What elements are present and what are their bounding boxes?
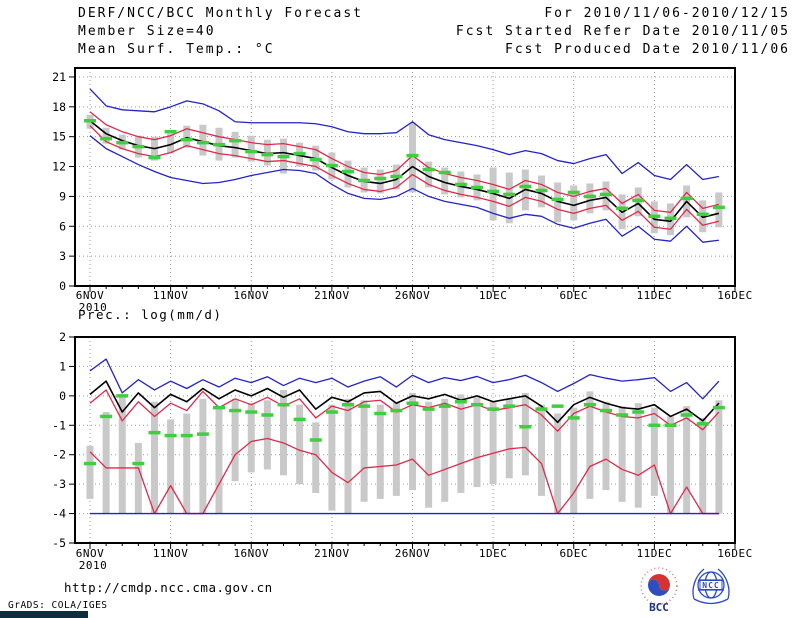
forecast-range-label: For 2010/11/06-2010/12/15 [544, 6, 790, 21]
series-ensemble-max [89, 358, 720, 400]
svg-text:6: 6 [59, 219, 66, 233]
plot-frame [74, 67, 736, 287]
ncc-logo-text: NCC [702, 581, 719, 590]
series-lower-quartile [89, 125, 720, 230]
series-ensemble-mean [89, 380, 720, 424]
svg-text:11DEC: 11DEC [637, 289, 673, 302]
bottom-panel-variable-label: Prec.: log(mm/d) [78, 307, 223, 322]
svg-text:11NOV: 11NOV [153, 289, 189, 302]
bcc-logo-red-swirl [648, 574, 670, 591]
svg-text:1DEC: 1DEC [479, 289, 508, 302]
svg-text:16NOV: 16NOV [233, 547, 269, 560]
series-ensemble-mean [89, 120, 720, 223]
svg-text:16NOV: 16NOV [233, 289, 269, 302]
gridlines [75, 68, 735, 286]
plot-title: DERF/NCC/BCC Monthly Forecast [78, 6, 363, 21]
fcst-start-date-label: Fcst Started Refer Date 2010/11/05 [455, 24, 790, 39]
series-ensemble-min [89, 135, 719, 243]
svg-text:-4: -4 [52, 507, 66, 521]
spread-bars [86, 389, 723, 514]
svg-text:-1: -1 [52, 418, 66, 432]
svg-text:11DEC: 11DEC [637, 547, 673, 560]
svg-text:15: 15 [52, 130, 66, 144]
member-size-label: Member Size=40 [78, 24, 216, 39]
x-tick-labels: 6NOV 11NOV 16NOV 21NOV 26NOV 1DEC 6DEC 11DEC 16D… [76, 547, 753, 572]
bcc-logo-blue-swirl [648, 579, 670, 596]
svg-text:6DEC: 6DEC [560, 547, 589, 560]
series-upper-quartile [89, 389, 720, 432]
svg-text:-5: -5 [52, 536, 66, 550]
svg-text:0: 0 [59, 389, 66, 403]
svg-text:-3: -3 [52, 477, 66, 491]
bcc-logo-text: BCC [649, 601, 669, 614]
top-panel-variable-label: Mean Surf. Temp.: °C [78, 42, 275, 57]
y-tick-labels: 0 3 6 9 12 15 18 21 [52, 70, 66, 293]
axis-ticks [69, 336, 736, 549]
x-axis-year: 2010 [79, 301, 108, 314]
ncc-logo-laurel-right [717, 568, 730, 600]
svg-text:9: 9 [59, 189, 66, 203]
svg-text:26NOV: 26NOV [395, 289, 431, 302]
series-ensemble-max [89, 88, 719, 181]
svg-text:21NOV: 21NOV [314, 547, 350, 560]
svg-text:6NOV: 6NOV [76, 547, 105, 560]
svg-text:12: 12 [52, 160, 66, 174]
window-fragment [0, 611, 88, 618]
svg-text:11NOV: 11NOV [153, 547, 189, 560]
svg-text:21NOV: 21NOV [314, 289, 350, 302]
grads-credit: GrADS: COLA/IGES [8, 600, 108, 611]
axis-ticks [69, 76, 736, 292]
plot-frame [74, 336, 736, 544]
svg-text:0: 0 [59, 279, 66, 293]
website-url: http://cmdp.ncc.cma.gov.cn [64, 580, 273, 595]
svg-text:2: 2 [59, 330, 66, 344]
svg-text:-2: -2 [52, 448, 66, 462]
svg-text:3: 3 [59, 249, 66, 263]
ncc-logo: NCC [692, 568, 730, 605]
bcc-logo-ring [640, 567, 678, 605]
svg-text:21: 21 [52, 70, 66, 84]
svg-text:18: 18 [52, 100, 66, 114]
bcc-logo: BCC [640, 567, 678, 614]
svg-text:6DEC: 6DEC [560, 289, 589, 302]
fcst-produced-date-label: Fcst Produced Date 2010/11/06 [505, 42, 790, 57]
observation-markers [84, 394, 725, 466]
svg-text:16DEC: 16DEC [717, 289, 753, 302]
series-upper-quartile [89, 111, 720, 213]
ncc-logo-banner [699, 580, 723, 590]
x-tick-labels: 6NOV 11NOV 16NOV 21NOV 26NOV 1DEC 6DEC 11DEC 16D… [76, 289, 753, 314]
svg-text:1: 1 [59, 359, 66, 373]
ncc-logo-laurel-base [693, 598, 729, 605]
svg-text:1DEC: 1DEC [479, 547, 508, 560]
svg-text:6NOV: 6NOV [76, 289, 105, 302]
observation-markers [84, 119, 725, 221]
y-tick-labels: -5 -4 -3 -2 -1 0 1 2 [52, 330, 66, 550]
svg-text:16DEC: 16DEC [717, 547, 753, 560]
ncc-logo-laurel-left [692, 568, 705, 600]
svg-text:26NOV: 26NOV [395, 547, 431, 560]
temperature-chart: 0 3 6 9 12 15 18 21 6NOV 11NOV 16NOV 21NOV 26NOV 1DEC… [52, 67, 753, 314]
x-axis-year: 2010 [79, 559, 108, 572]
